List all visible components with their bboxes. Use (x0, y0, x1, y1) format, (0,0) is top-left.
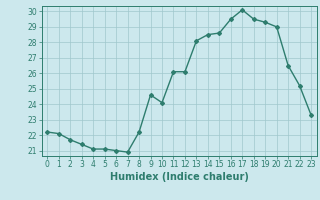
X-axis label: Humidex (Indice chaleur): Humidex (Indice chaleur) (110, 172, 249, 182)
